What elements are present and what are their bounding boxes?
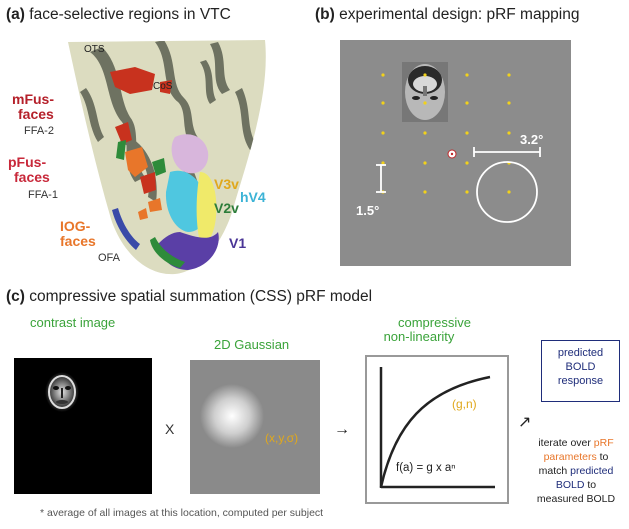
face-stimulus bbox=[402, 62, 448, 122]
predicted-response-box: predicted BOLD response bbox=[541, 340, 620, 402]
footnote: * average of all images at this location… bbox=[40, 507, 324, 519]
ots-label: OTS bbox=[84, 44, 105, 55]
ffa2-label: FFA-2 bbox=[24, 125, 54, 137]
hv4-label: hV4 bbox=[240, 189, 266, 205]
gaussian-image bbox=[190, 360, 320, 494]
gaussian-params: (x,y,σ) bbox=[265, 431, 299, 445]
iog-label: IOG- faces bbox=[60, 218, 96, 249]
prf-stimulus-grid bbox=[340, 40, 571, 266]
v1-label: V1 bbox=[229, 235, 247, 251]
panel-a-title: (a) face-selective regions in VTC bbox=[6, 6, 231, 23]
v3v-label: V3v bbox=[214, 176, 239, 192]
nonlinearity-box bbox=[365, 355, 509, 504]
nonlinearity-label: compressive non-linearity bbox=[383, 315, 471, 344]
nonlinearity-plot bbox=[379, 367, 495, 489]
v2v-label: V2v bbox=[214, 200, 239, 216]
nonlinearity-formula: f(a) = g x aⁿ bbox=[396, 462, 456, 474]
gaussian-label: 2D Gaussian bbox=[214, 337, 290, 352]
ofa-label: OFA bbox=[98, 252, 121, 264]
panel-b-title: (b) experimental design: pRF mapping bbox=[315, 6, 580, 23]
vtc-brain-map bbox=[68, 40, 266, 275]
pfus-label: pFus- faces bbox=[8, 154, 50, 185]
contrast-image-label: contrast image bbox=[30, 315, 116, 330]
prf-circle bbox=[476, 161, 538, 223]
ffa1-label: FFA-1 bbox=[28, 189, 58, 201]
contrast-image bbox=[14, 358, 152, 494]
arrow-to-nonlinearity: → bbox=[334, 421, 350, 438]
spacing-label: 1.5° bbox=[356, 203, 380, 218]
stimulus-positions bbox=[381, 73, 511, 194]
iteration-note: iterate over pRF parameters to match pre… bbox=[536, 437, 616, 505]
arrow-to-prediction: ↗ bbox=[518, 414, 532, 431]
size-label: 3.2° bbox=[520, 132, 544, 147]
cos-label: CoS bbox=[153, 81, 173, 92]
mfus-label: mFus- faces bbox=[12, 91, 54, 122]
nonlinearity-params: (g,n) bbox=[452, 397, 477, 411]
panel-c-title: (c) compressive spatial summation (CSS) … bbox=[6, 288, 373, 305]
multiply-sign: X bbox=[165, 421, 175, 437]
